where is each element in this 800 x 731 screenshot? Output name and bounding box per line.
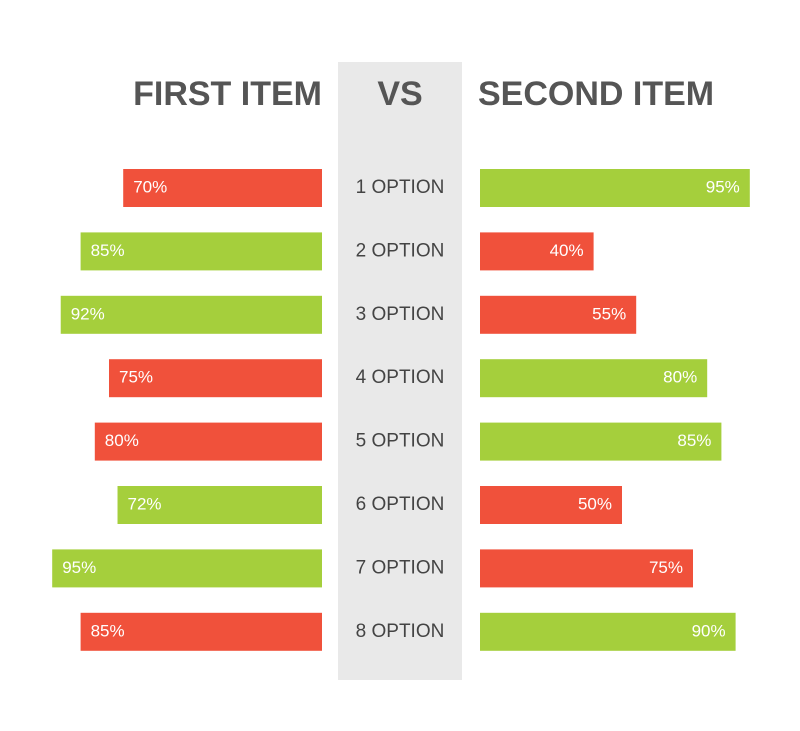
value-label: 85% xyxy=(91,241,125,260)
value-label: 75% xyxy=(119,368,153,387)
center-title: VS xyxy=(377,75,422,113)
value-label: 40% xyxy=(550,241,584,260)
value-label: 90% xyxy=(692,621,726,640)
left-title: FIRST ITEM xyxy=(133,75,322,113)
value-label: 80% xyxy=(105,431,139,450)
category-label: 8 OPTION xyxy=(356,621,445,642)
bar xyxy=(480,359,708,398)
bar xyxy=(480,169,750,207)
bar xyxy=(480,486,622,524)
value-label: 80% xyxy=(663,368,697,387)
bar xyxy=(80,612,322,651)
value-label: 70% xyxy=(133,177,167,196)
bar xyxy=(123,169,322,207)
bar xyxy=(480,422,722,461)
value-label: 92% xyxy=(71,304,105,323)
bar xyxy=(52,549,322,588)
value-label: 95% xyxy=(62,558,96,577)
value-label: 85% xyxy=(677,431,711,450)
value-label: 50% xyxy=(578,494,612,513)
bar xyxy=(109,359,322,398)
category-label: 7 OPTION xyxy=(356,557,445,578)
category-label: 6 OPTION xyxy=(356,494,445,515)
value-label: 72% xyxy=(128,494,162,513)
center-column xyxy=(338,62,462,680)
value-label: 85% xyxy=(91,621,125,640)
bar xyxy=(480,232,594,271)
bar xyxy=(117,486,323,524)
bar xyxy=(480,612,736,651)
bar xyxy=(94,422,322,461)
bar xyxy=(60,295,322,334)
category-label: 3 OPTION xyxy=(356,304,445,325)
category-label: 2 OPTION xyxy=(356,240,445,261)
bar xyxy=(80,232,322,271)
bar xyxy=(480,295,637,334)
right-title: SECOND ITEM xyxy=(478,75,714,113)
category-label: 4 OPTION xyxy=(356,367,445,388)
category-label: 5 OPTION xyxy=(356,431,445,452)
bar xyxy=(480,549,693,588)
value-label: 75% xyxy=(649,558,683,577)
value-label: 95% xyxy=(706,177,740,196)
value-label: 55% xyxy=(592,304,626,323)
category-label: 1 OPTION xyxy=(356,177,445,198)
